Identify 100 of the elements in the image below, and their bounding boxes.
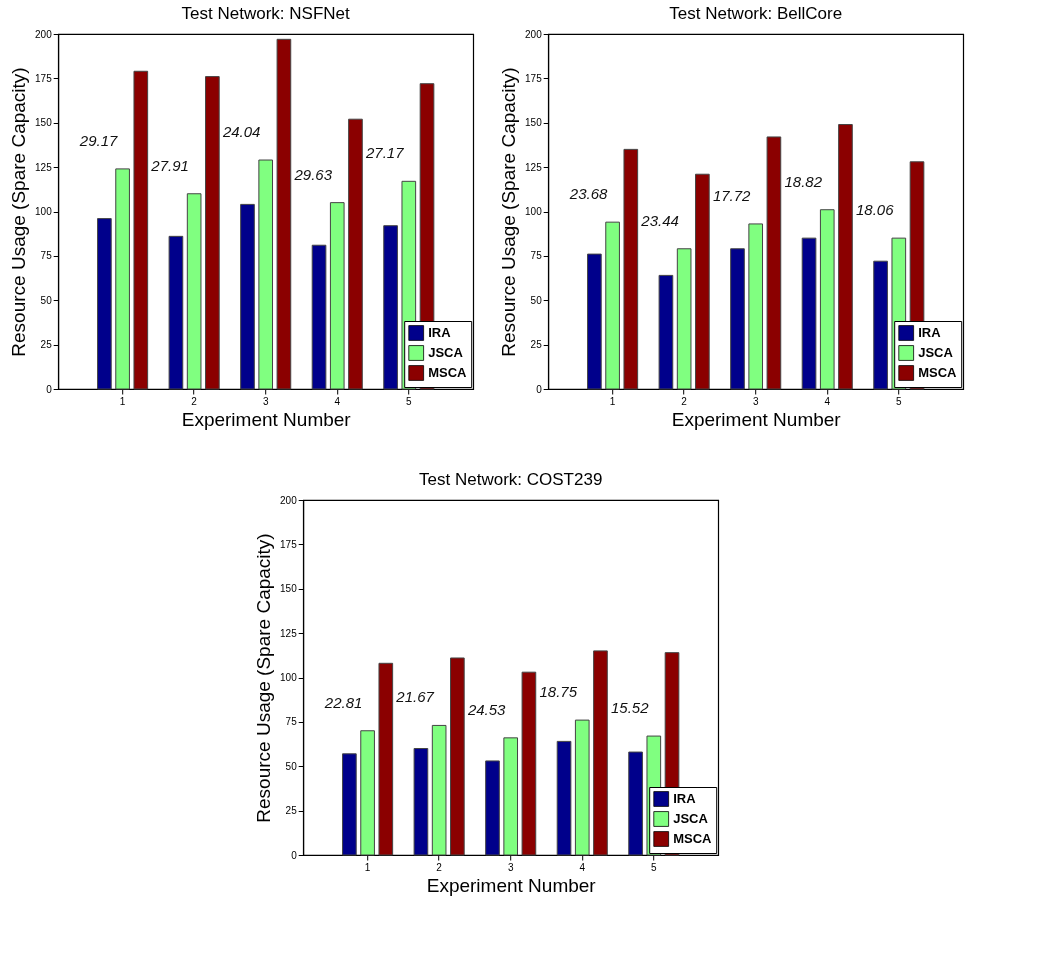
x-tick-label: 1: [364, 861, 371, 873]
x-axis-title: Experiment Number: [671, 408, 842, 430]
x-axis-title: Experiment Number: [426, 874, 597, 896]
y-tick-label: 50: [285, 760, 298, 772]
x-tick-label: 4: [334, 395, 341, 407]
legend-label: MSCA: [918, 365, 958, 380]
annotation: 24.04: [221, 123, 261, 141]
bar: [801, 237, 817, 390]
y-tick-label: 125: [280, 627, 298, 639]
chart-title: Test Network: NSFNet: [181, 4, 351, 23]
x-tick-label: 5: [896, 395, 903, 407]
annotation: 22.81: [323, 693, 363, 711]
annotation: 29.17: [78, 131, 118, 149]
x-tick-label: 3: [507, 861, 514, 873]
y-tick-label: 50: [530, 294, 543, 306]
y-tick-label: 125: [525, 161, 543, 173]
bar: [258, 159, 274, 390]
y-axis-title: Resource Usage (Spare Capacity): [253, 533, 275, 823]
bar: [168, 235, 184, 390]
bar: [556, 740, 572, 856]
annotation: 17.72: [712, 186, 752, 204]
annotation: 18.06: [855, 201, 895, 219]
y-tick-label: 75: [40, 250, 53, 262]
bar: [97, 218, 112, 390]
y-tick-label: 150: [525, 117, 543, 129]
bar: [819, 209, 835, 390]
chart-title: Test Network: BellCore: [669, 4, 843, 23]
bar: [766, 136, 782, 390]
y-tick-label: 175: [525, 72, 543, 84]
bar: [186, 193, 202, 390]
x-tick-label: 2: [681, 395, 688, 407]
bar: [605, 221, 620, 390]
y-tick-label: 25: [530, 339, 543, 351]
bar: [133, 70, 149, 390]
legend-label: MSCA: [673, 831, 713, 846]
annotation: 29.63: [293, 165, 333, 183]
legend-label: JSCA: [428, 345, 464, 360]
y-tick-label: 100: [525, 206, 543, 217]
bar: [587, 253, 602, 390]
bar: [348, 118, 363, 390]
x-tick-label: 2: [191, 395, 198, 407]
bar: [623, 148, 639, 390]
bar: [205, 76, 220, 390]
legend-label: JSCA: [673, 811, 709, 826]
bar: [276, 38, 292, 390]
y-tick-label: 0: [291, 849, 298, 861]
bar: [503, 737, 519, 856]
bar: [240, 203, 255, 390]
annotation: 21.67: [395, 688, 435, 706]
annotation: 27.91: [150, 156, 189, 174]
bar: [574, 719, 590, 856]
bar: [748, 223, 764, 390]
legend-label: MSCA: [428, 365, 468, 380]
bar: [838, 124, 853, 390]
y-tick-label: 200: [35, 28, 53, 40]
bar: [730, 248, 745, 390]
x-axis-title: Experiment Number: [181, 408, 352, 430]
annotation: 23.68: [568, 185, 608, 203]
legend-label: JSCA: [918, 345, 954, 360]
legend-label: IRA: [918, 325, 942, 340]
y-tick-label: 25: [285, 805, 298, 817]
y-axis-title: Resource Usage (Spare Capacity): [498, 67, 520, 357]
y-tick-label: 0: [46, 383, 53, 395]
x-tick-label: 4: [824, 395, 831, 407]
bar: [383, 225, 398, 390]
bar: [676, 248, 692, 390]
bar: [521, 671, 537, 856]
bar: [329, 202, 345, 390]
legend-label: IRA: [673, 791, 697, 806]
annotation: 18.82: [784, 172, 823, 190]
legend-label: IRA: [428, 325, 452, 340]
bar: [593, 650, 608, 856]
chart-title: Test Network: COST239: [419, 470, 603, 489]
bar: [413, 748, 429, 856]
y-tick-label: 100: [280, 672, 298, 683]
bar: [378, 662, 394, 856]
y-tick-label: 150: [280, 583, 298, 595]
y-tick-label: 50: [40, 294, 53, 306]
x-tick-label: 1: [119, 395, 126, 407]
bar: [431, 724, 447, 856]
y-tick-label: 200: [280, 494, 298, 506]
bar: [450, 657, 465, 856]
y-tick-label: 200: [525, 28, 543, 40]
y-tick-label: 150: [35, 117, 53, 129]
x-tick-label: 5: [406, 395, 413, 407]
bar: [485, 760, 500, 856]
y-tick-label: 100: [35, 206, 53, 217]
x-tick-label: 3: [262, 395, 269, 407]
y-tick-label: 175: [280, 538, 298, 550]
annotation: 15.52: [610, 699, 650, 717]
x-tick-label: 4: [579, 861, 586, 873]
bar: [695, 173, 710, 390]
bar: [342, 753, 357, 856]
y-axis-title: Resource Usage (Spare Capacity): [8, 67, 30, 357]
bar: [873, 260, 888, 390]
x-tick-label: 1: [609, 395, 616, 407]
y-tick-label: 175: [35, 72, 53, 84]
annotation: 27.17: [364, 144, 405, 162]
x-tick-label: 3: [752, 395, 759, 407]
x-tick-label: 2: [436, 861, 443, 873]
